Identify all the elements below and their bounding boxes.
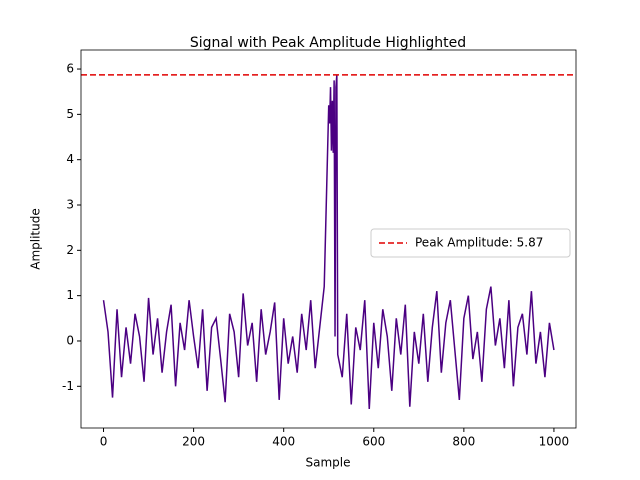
y-tick-label: 6 bbox=[66, 62, 74, 76]
x-tick-label: 1000 bbox=[539, 435, 570, 449]
x-tick-label: 800 bbox=[452, 435, 475, 449]
y-tick-label: 2 bbox=[66, 243, 74, 257]
x-tick-label: 0 bbox=[100, 435, 108, 449]
y-tick-label: 1 bbox=[66, 288, 74, 302]
y-axis-label: Amplitude bbox=[29, 208, 43, 270]
y-tick-label: 0 bbox=[66, 333, 74, 347]
y-tick-label: 5 bbox=[66, 107, 74, 121]
chart-title: Signal with Peak Amplitude Highlighted bbox=[190, 35, 466, 51]
legend-box bbox=[370, 228, 571, 258]
x-tick-label: 200 bbox=[182, 435, 205, 449]
signal-line bbox=[102, 74, 555, 410]
x-tick-label: 600 bbox=[362, 435, 385, 449]
plot-frame bbox=[80, 49, 577, 429]
x-axis-label: Sample bbox=[306, 456, 351, 470]
x-tick-label: 400 bbox=[272, 435, 295, 449]
y-tick-label: -1 bbox=[62, 379, 74, 393]
legend-label: Peak Amplitude: 5.87 bbox=[415, 236, 543, 250]
y-tick-label: 3 bbox=[66, 198, 74, 212]
y-tick-label: 4 bbox=[66, 152, 74, 166]
